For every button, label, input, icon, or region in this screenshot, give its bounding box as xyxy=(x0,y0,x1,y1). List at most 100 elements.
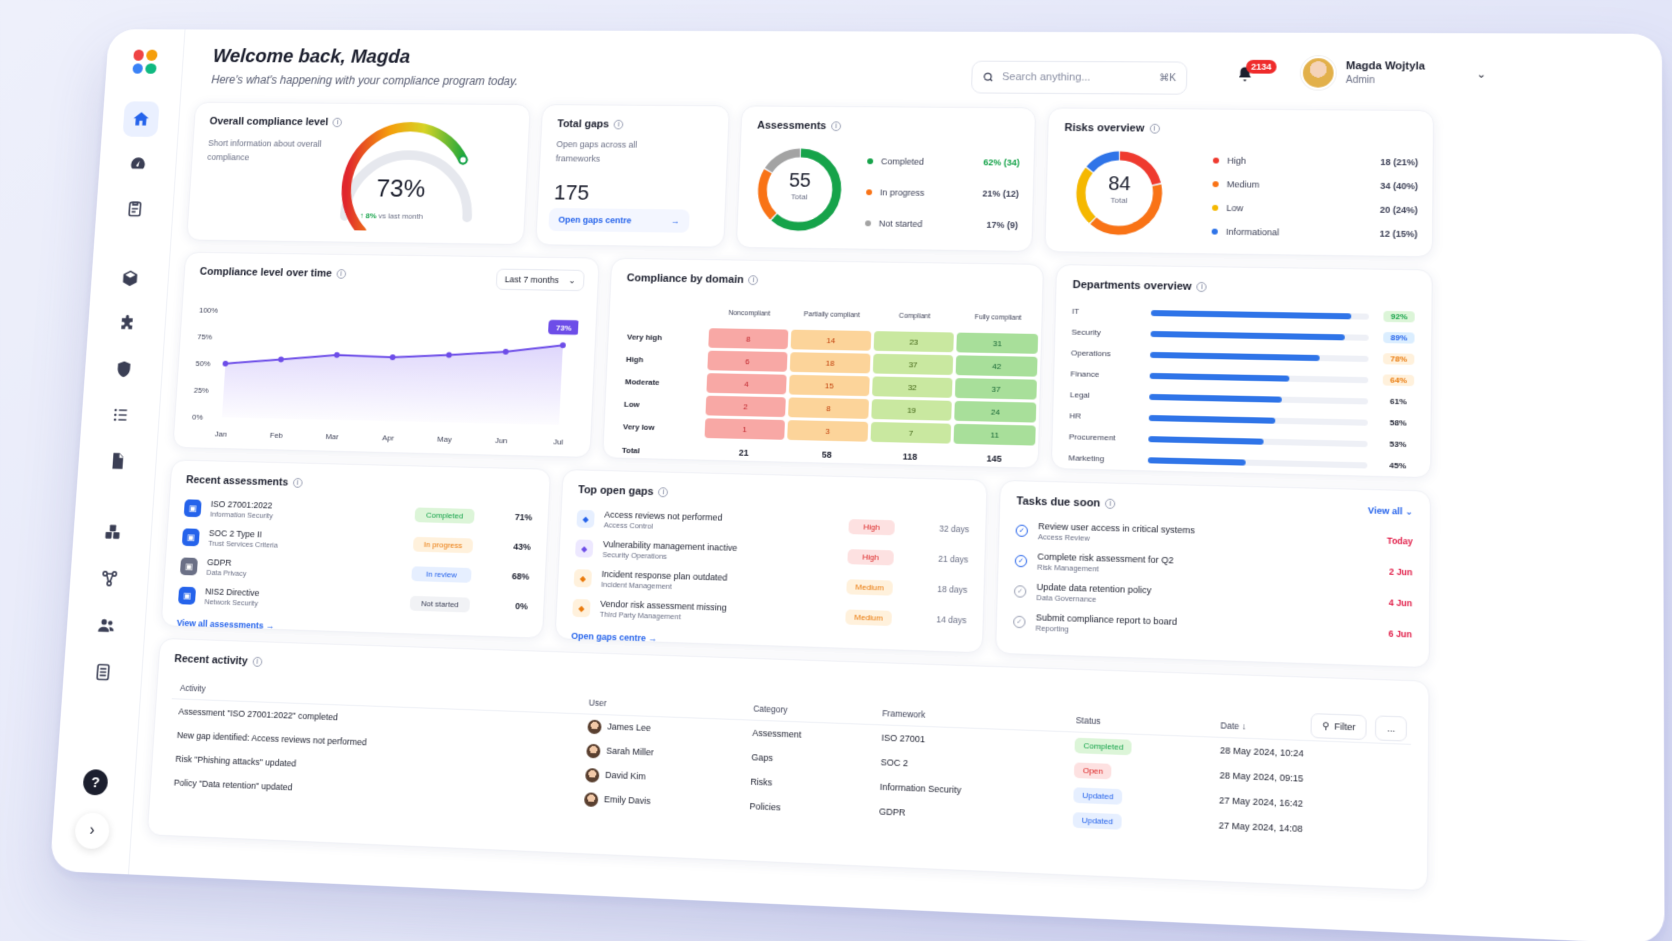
info-icon[interactable]: i xyxy=(292,477,303,488)
x-tick-label: Jan xyxy=(215,430,228,439)
heatmap-cell[interactable]: 32 xyxy=(871,376,953,398)
info-icon[interactable]: i xyxy=(1105,498,1116,509)
assessments-legend: Completed 62% (34) In progress 21% (12) Not … xyxy=(864,146,1021,241)
search-input[interactable]: Search anything... ⌘K xyxy=(970,60,1188,95)
department-bar xyxy=(1150,351,1369,362)
heatmap-cell[interactable]: 6 xyxy=(707,350,788,372)
card-description: Open gaps across all frameworks xyxy=(555,139,638,164)
compliance-delta: ↑ 8% vs last month xyxy=(359,211,424,221)
heatmap-cell[interactable]: 37 xyxy=(872,353,954,376)
heatmap-cell[interactable]: 11 xyxy=(953,423,1036,446)
department-label: Finance xyxy=(1070,369,1100,379)
nav-dashboard[interactable] xyxy=(119,146,156,182)
risks-segment-2 xyxy=(1078,151,1160,235)
row-meta: Not started 0% xyxy=(409,595,529,614)
heatmap-cell[interactable]: 37 xyxy=(955,378,1037,400)
cube-icon xyxy=(122,270,138,287)
card-title: Risks overview xyxy=(1064,122,1145,135)
clipboard-icon xyxy=(125,199,145,218)
framework-icon: ▣ xyxy=(177,586,197,605)
heatmap-cell[interactable]: 1 xyxy=(704,418,786,440)
status-badge: Completed xyxy=(414,506,475,524)
framework-icon: ▣ xyxy=(181,528,200,547)
open-gaps-centre-link[interactable]: Open gaps centre → xyxy=(571,630,658,644)
open-gaps-centre-button[interactable]: Open gaps centre → xyxy=(548,207,690,233)
department-percent: 78% xyxy=(1382,353,1415,365)
status-badge: Not started xyxy=(409,595,471,613)
nav-users[interactable] xyxy=(87,606,125,644)
nav-integrations[interactable] xyxy=(108,305,145,342)
legend-label: Medium xyxy=(1226,179,1260,190)
info-icon[interactable]: i xyxy=(658,487,669,498)
heatmap-cell[interactable]: 31 xyxy=(956,332,1039,354)
user-menu[interactable]: Magda Wojtyla Admin ⌄ xyxy=(1300,56,1487,90)
assessment-progress: 68% xyxy=(511,571,530,582)
filter-button[interactable]: ⚲ Filter xyxy=(1310,713,1368,741)
heatmap-column-header: Compliant xyxy=(898,312,931,321)
check-circle-icon[interactable]: ✓ xyxy=(1015,524,1029,537)
gap-age: 14 days xyxy=(936,614,967,626)
card-title: Compliance by domain xyxy=(626,272,744,286)
nav-apps[interactable] xyxy=(93,513,131,551)
gap-icon: ◆ xyxy=(573,569,593,588)
info-icon[interactable]: i xyxy=(252,656,263,667)
heatmap-cell[interactable]: 8 xyxy=(788,397,869,419)
nav-security[interactable] xyxy=(105,351,143,388)
nav-list[interactable] xyxy=(101,396,139,433)
heatmap-cell[interactable]: 4 xyxy=(706,373,787,395)
heatmap-cell[interactable]: 2 xyxy=(705,395,787,418)
topbar: Welcome back, Magda Here's what's happen… xyxy=(210,46,1635,115)
heatmap-row-label: Very low xyxy=(622,421,655,432)
risks-donut: 84 Total xyxy=(1070,146,1169,241)
heatmap-cell[interactable]: 15 xyxy=(789,374,870,397)
chevron-down-icon[interactable]: ⌄ xyxy=(1476,68,1487,81)
heatmap-cell[interactable]: 24 xyxy=(954,400,1037,423)
department-percent: 58% xyxy=(1389,418,1407,428)
info-icon[interactable]: i xyxy=(1149,123,1160,134)
assessment-category: Network Security xyxy=(204,597,259,608)
heatmap-cell[interactable]: 3 xyxy=(787,420,868,442)
heatmap-cell[interactable]: 42 xyxy=(956,355,1038,377)
check-circle-icon[interactable]: ✓ xyxy=(1013,585,1027,598)
info-icon[interactable]: i xyxy=(1196,281,1208,293)
department-bar-fill xyxy=(1147,456,1247,466)
heatmap-cell[interactable]: 14 xyxy=(790,329,872,351)
nav-assets[interactable] xyxy=(111,260,148,296)
heatmap-cell[interactable]: 19 xyxy=(871,399,953,421)
heatmap-cell[interactable]: 23 xyxy=(873,331,955,353)
department-bar xyxy=(1147,456,1368,469)
view-all-tasks-link[interactable]: View all ⌄ xyxy=(1367,504,1414,517)
heatmap-cell[interactable]: 8 xyxy=(708,328,789,350)
app-logo[interactable] xyxy=(131,49,158,74)
domain-heatmap: Noncompliant Partially compliant Compliant… xyxy=(618,298,1042,474)
help-icon[interactable]: ? xyxy=(82,768,109,796)
expand-sidebar-button[interactable]: › xyxy=(73,812,111,850)
department-bar xyxy=(1149,393,1369,404)
info-icon[interactable]: i xyxy=(336,269,347,279)
heatmap-cell[interactable]: 7 xyxy=(870,421,952,444)
tasks-due-soon-card: Tasks due soon i View all ⌄ ✓ Review user … xyxy=(995,479,1432,669)
heatmap-column-header: Partially compliant xyxy=(803,311,860,319)
nav-reports[interactable] xyxy=(84,653,122,691)
puzzle-icon xyxy=(120,314,133,330)
severity-badge: Medium xyxy=(845,608,892,626)
info-icon[interactable]: i xyxy=(748,275,759,286)
more-options-button[interactable]: ... xyxy=(1375,715,1407,742)
check-circle-icon[interactable]: ✓ xyxy=(1014,554,1028,568)
info-icon[interactable]: i xyxy=(613,119,624,130)
notifications-button[interactable]: 2134 xyxy=(1235,59,1277,94)
y-tick-label: 0% xyxy=(192,413,203,422)
heatmap-cell[interactable]: 18 xyxy=(789,352,871,374)
departments-list: IT 92% Security 89% Operations 78% Finance 64% L… xyxy=(1068,301,1415,477)
view-all-assessments-link[interactable]: View all assessments → xyxy=(176,617,275,631)
row-meta: Medium 14 days xyxy=(845,608,967,628)
gap-icon: ◆ xyxy=(575,539,594,558)
check-circle-icon[interactable]: ✓ xyxy=(1013,615,1026,629)
legend-value: 12 (15%) xyxy=(1379,228,1418,240)
nav-home[interactable] xyxy=(122,101,160,137)
open-gaps-list: ◆ Access reviews not performed Access Cont… xyxy=(572,504,970,636)
nav-documents[interactable] xyxy=(98,442,136,479)
nav-tasks[interactable] xyxy=(116,191,153,227)
nav-network[interactable] xyxy=(90,560,128,598)
info-icon[interactable]: i xyxy=(830,121,842,132)
